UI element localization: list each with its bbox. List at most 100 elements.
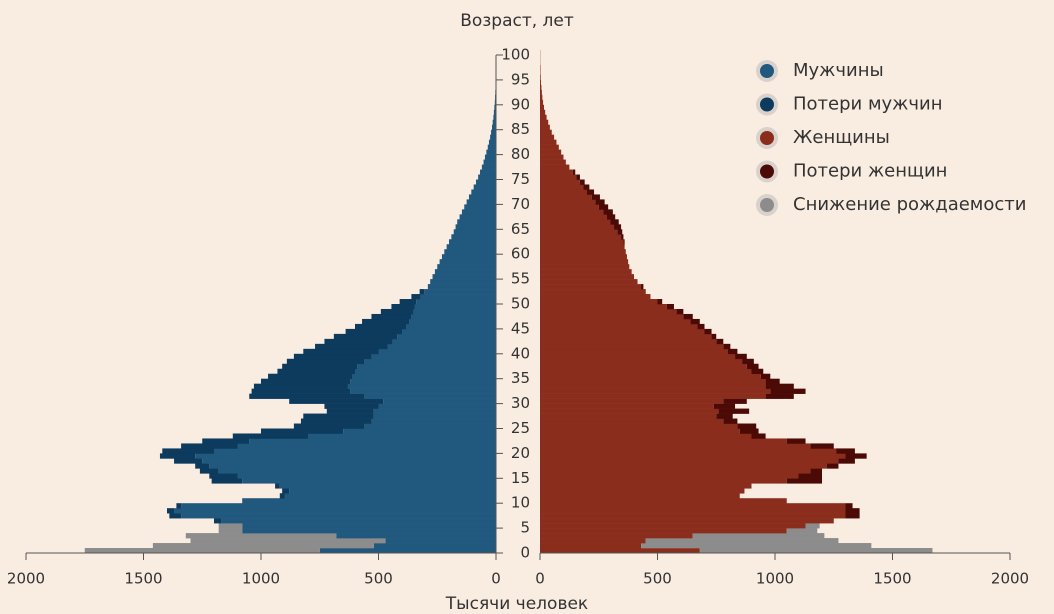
y-tick-label: 55 — [511, 270, 530, 288]
bar-segment — [621, 234, 624, 240]
bar-segment — [397, 333, 496, 340]
bar-segment — [540, 433, 752, 439]
bar-segment — [357, 363, 496, 370]
bar-segment — [333, 333, 398, 340]
bar-segment — [174, 458, 203, 464]
bar-segment — [723, 398, 747, 404]
bar-segment — [540, 134, 555, 140]
bar-segment — [676, 308, 684, 315]
bar-segment — [242, 478, 496, 484]
bar-segment — [540, 488, 745, 494]
bar-segment — [798, 473, 822, 479]
bar-segment — [540, 328, 705, 335]
bar-segment — [441, 254, 496, 260]
bar-segment — [623, 239, 625, 245]
bar-segment — [845, 503, 853, 509]
bar-segment — [371, 418, 496, 424]
bar-segment — [209, 463, 497, 469]
bar-segment — [765, 383, 794, 389]
bar-segment — [409, 318, 496, 325]
y-tick-label: 65 — [511, 220, 530, 238]
bar-segment — [181, 443, 238, 449]
bar-segment — [237, 443, 496, 449]
y-tick-label: 35 — [511, 369, 530, 387]
bar-segment — [587, 189, 595, 195]
bar-segment — [540, 84, 542, 91]
bar-segment — [540, 483, 752, 489]
bar-segment — [419, 289, 425, 295]
bar-segment — [765, 393, 794, 399]
bar-segment — [540, 219, 611, 225]
bar-segment — [540, 119, 549, 126]
legend-dot — [760, 131, 774, 145]
bar-segment — [540, 318, 691, 325]
bar-segment — [540, 443, 811, 449]
bar-segment — [413, 308, 496, 315]
bar-segment — [214, 448, 496, 454]
bar-segment — [293, 353, 372, 360]
bar-segment — [540, 294, 651, 300]
bar-segment — [457, 219, 496, 225]
bar-segment — [167, 508, 175, 514]
bar-segment — [540, 408, 719, 414]
bar-segment — [427, 284, 496, 290]
bar-segment — [279, 493, 285, 499]
y-tick-label: 75 — [511, 170, 530, 188]
bar-segment — [765, 378, 780, 384]
bar-segment — [221, 518, 497, 524]
bar-segment — [476, 179, 496, 185]
bar-segment — [411, 294, 421, 300]
bar-segment — [579, 179, 585, 185]
bar-segment — [540, 428, 740, 434]
bar-segment — [195, 453, 496, 459]
bar-segment — [249, 393, 365, 399]
bar-segment — [692, 533, 825, 539]
bar-segment — [540, 94, 543, 101]
bar-segment — [540, 368, 752, 375]
bar-segment — [399, 299, 417, 305]
bar-segment — [540, 378, 766, 384]
bar-segment — [540, 264, 630, 270]
bar-segment — [540, 299, 658, 305]
bar-segment — [540, 388, 771, 394]
bar-segment — [576, 174, 580, 180]
bar-segment — [723, 418, 738, 424]
bar-segment — [373, 543, 496, 549]
bar-segment — [202, 458, 496, 464]
bar-segment — [540, 254, 627, 260]
bar-segment — [282, 488, 290, 494]
bar-segment — [371, 313, 412, 320]
legend-label: Потери женщин — [793, 161, 947, 182]
bar-segment — [540, 548, 700, 554]
bar-segment — [540, 209, 604, 215]
bar-segment — [657, 299, 663, 305]
bar-segment — [540, 129, 552, 135]
bar-segment — [540, 373, 761, 379]
bar-segment — [540, 323, 698, 330]
bar-segment — [737, 423, 757, 429]
bar-segment — [540, 259, 629, 265]
bar-segment — [392, 338, 496, 345]
bar-segment — [487, 144, 496, 150]
bar-segment — [493, 109, 496, 116]
y-tick-label: 5 — [520, 519, 530, 537]
y-tick-label: 30 — [511, 394, 530, 412]
bar-segment — [209, 473, 238, 479]
bar-segment — [199, 468, 219, 474]
bar-segment — [540, 279, 638, 285]
bar-segment — [845, 453, 867, 459]
bar-segment — [471, 189, 496, 195]
bar-segment — [540, 104, 544, 111]
bar-segment — [540, 304, 667, 310]
legend-label: Женщины — [793, 127, 890, 148]
legend-dot — [760, 164, 774, 179]
bar-segment — [718, 408, 750, 414]
bar-segment — [268, 373, 353, 379]
bar-segment — [275, 483, 280, 489]
y-tick-label: 45 — [511, 319, 530, 337]
bar-segment — [355, 323, 407, 330]
bar-segment — [540, 149, 562, 155]
y-tick-label: 20 — [511, 444, 530, 462]
bar-segment — [371, 353, 496, 360]
bar-segment — [232, 433, 308, 439]
